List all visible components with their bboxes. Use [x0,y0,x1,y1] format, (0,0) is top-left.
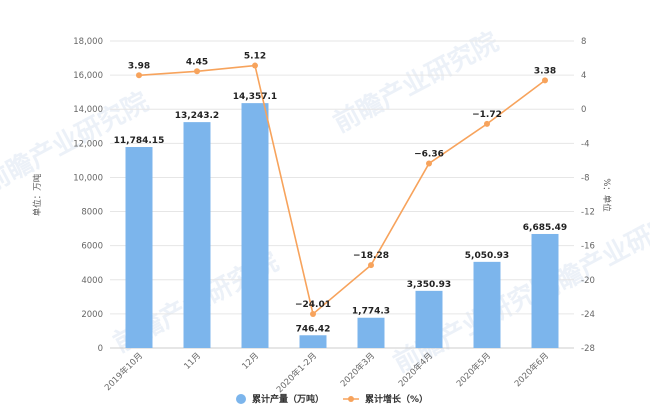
line-value-label: −18.28 [353,251,389,261]
line-point [310,310,316,317]
line-value-label: −24.01 [295,300,331,310]
bar-value-label: 746.42 [296,324,331,334]
left-tick-label: 12,000 [73,139,103,149]
right-tick-label: -20 [581,276,595,286]
left-axis-title: 单位：万吨 [32,173,43,216]
right-tick-label: -4 [581,139,589,149]
bar-series [125,103,559,348]
x-tick-label: 12月 [240,351,261,372]
legend-item-bar[interactable]: 累计产量（万吨） [236,393,324,405]
line-point [368,262,374,269]
legend-item-line[interactable]: 累计增长（%） [343,393,428,405]
line-value-label: 3.38 [534,66,556,76]
watermark-text: 前瞻产业研究院 [328,26,503,139]
legend-bar-label: 累计产量（万吨） [252,393,324,405]
bar [241,103,269,348]
line-value-label: −1.72 [472,110,502,120]
x-tick-label: 2020年1-2月 [274,350,319,395]
bar-value-label: 6,685.49 [523,223,567,233]
left-tick-label: 6000 [81,242,103,252]
bar-value-label: 5,050.93 [465,251,509,261]
line-value-label: 4.45 [186,57,208,67]
bar-value-label: 13,243.2 [175,111,219,121]
bar [183,122,211,348]
x-tick-label: 2020年5月 [454,350,493,389]
right-tick-label: 8 [581,37,586,47]
line-point [252,62,258,69]
right-tick-label: 0 [581,105,586,115]
bar [531,233,559,348]
right-tick-label: -12 [581,208,595,218]
line-point [542,77,548,84]
left-tick-label: 16,000 [73,71,103,81]
bar [415,290,443,348]
left-tick-label: 14,000 [73,105,103,115]
bar-value-label: 1,774.3 [352,307,390,317]
legend-line-marker [348,396,354,402]
bar-value-label: 11,784.15 [114,136,165,146]
right-axis-title: %：单位 [601,178,612,212]
right-tick-label: -16 [581,242,595,252]
left-tick-label: 18,000 [73,37,103,47]
line-value-label: 3.98 [128,61,150,71]
bar [357,317,385,348]
line-point [426,160,432,167]
right-tick-label: -28 [581,344,595,354]
legend-line-label: 累计增长（%） [365,393,428,405]
left-tick-label: 0 [98,344,103,354]
right-tick-label: -24 [581,310,595,320]
bar-value-label: 3,350.93 [407,280,451,290]
line-value-label: 5.12 [244,52,266,62]
line-point [136,72,142,79]
right-axis-ticks: -28 -24 -20 -16 -12 -8 -4 0 4 8 [581,37,595,354]
x-axis-ticks: 2019年10月 11月 12月 2020年1-2月 2020年3月 2020年4月 202… [102,350,551,395]
line-value-label: −6.36 [414,149,444,159]
bar [125,147,153,348]
right-tick-label: 4 [581,71,586,81]
line-point [194,68,200,75]
x-tick-label: 2020年3月 [338,350,377,389]
left-tick-label: 2000 [81,310,103,320]
right-tick-label: -8 [581,173,589,183]
line-path [138,64,546,316]
line-data-labels: 3.98 4.45 5.12 −24.01 −18.28 −6.36 −1.72 3.38 [128,52,556,310]
x-tick-label: 11月 [182,351,203,372]
bar [473,261,501,348]
bar-value-label: 14,357.1 [233,92,277,102]
left-axis-ticks: 0 2000 4000 6000 8000 10,000 12,000 14,000 16,00… [73,37,103,354]
left-tick-label: 4000 [81,276,103,286]
line-point [484,120,490,127]
left-tick-label: 8000 [81,208,103,218]
legend-bar-marker [236,394,246,404]
bar-data-labels: 11,784.15 13,243.2 14,357.1 746.42 1,774.3 3,… [114,92,568,334]
left-tick-label: 10,000 [73,173,103,183]
bar [299,335,327,348]
line-series [136,62,548,317]
legend: 累计产量（万吨） 累计增长（%） [236,393,428,405]
x-tick-label: 2020年6月 [512,350,551,389]
